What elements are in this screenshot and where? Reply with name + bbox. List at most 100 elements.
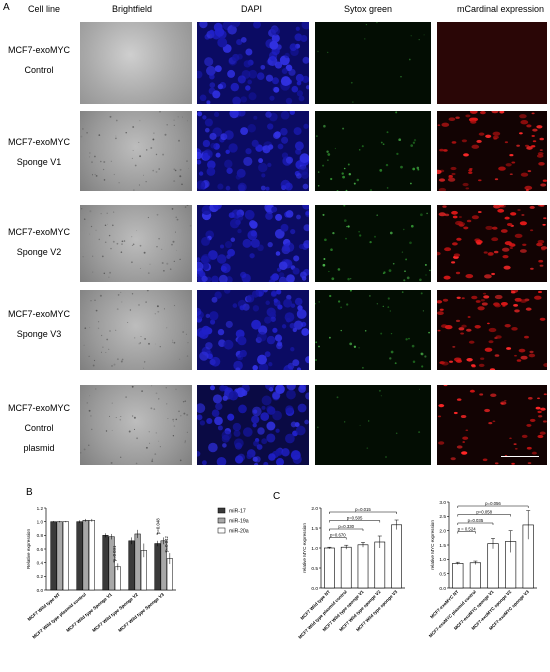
- texture-dot: [113, 363, 116, 366]
- texture-dot: [294, 141, 304, 151]
- texture-dot: [390, 332, 393, 335]
- texture-dot: [285, 210, 294, 218]
- texture-dot: [212, 394, 223, 404]
- texture-dot: [342, 127, 345, 130]
- texture-dot: [243, 60, 251, 68]
- texture-dot: [113, 211, 115, 213]
- texture-dot: [94, 173, 96, 175]
- texture-dot: [316, 135, 318, 137]
- texture-dot: [536, 242, 543, 247]
- texture-dot: [498, 166, 506, 171]
- texture-dot: [419, 278, 422, 282]
- texture-dot: [256, 72, 265, 80]
- texture-dot: [500, 229, 508, 233]
- texture-dot: [412, 360, 416, 364]
- texture-dot: [483, 251, 488, 254]
- texture-dot: [245, 48, 253, 56]
- texture-dot: [182, 116, 184, 118]
- texture-dot: [105, 430, 108, 432]
- texture-dot: [199, 351, 209, 361]
- texture-dot: [197, 261, 204, 272]
- texture-dot: [453, 411, 458, 415]
- texture-dot: [278, 272, 285, 278]
- texture-dot: [539, 431, 546, 435]
- texture-dot: [100, 213, 102, 215]
- texture-dot: [201, 236, 210, 246]
- texture-dot: [385, 163, 389, 167]
- bar: [88, 520, 95, 591]
- texture-dot: [450, 166, 457, 171]
- texture-dot: [143, 367, 144, 369]
- header-dapi: DAPI: [241, 4, 263, 14]
- texture-dot: [207, 160, 216, 169]
- texture-dot: [437, 169, 442, 175]
- texture-dot: [156, 213, 159, 216]
- texture-dot: [197, 151, 202, 160]
- texture-dot: [359, 424, 361, 426]
- texture-dot: [153, 408, 156, 410]
- texture-dot: [129, 309, 132, 311]
- texture-dot: [172, 339, 174, 341]
- mcardinal-control-image: [437, 22, 547, 104]
- texture-dot: [93, 364, 95, 367]
- texture-dot: [418, 38, 420, 41]
- texture-dot: [284, 242, 295, 253]
- texture-dot: [123, 240, 126, 242]
- texture-dot: [166, 262, 169, 265]
- texture-dot: [532, 128, 538, 132]
- texture-dot: [411, 344, 415, 348]
- texture-dot: [509, 153, 514, 157]
- texture-dot: [166, 327, 168, 329]
- texture-dot: [520, 120, 529, 125]
- x-tick-label: MCF7-exoMYC NT: [429, 589, 459, 619]
- texture-dot: [266, 405, 274, 413]
- texture-dot: [485, 225, 493, 230]
- texture-dot: [447, 177, 456, 182]
- texture-dot: [219, 385, 226, 392]
- texture-dot: [106, 212, 108, 214]
- texture-dot: [395, 111, 398, 114]
- texture-dot: [328, 270, 330, 273]
- texture-dot: [530, 229, 534, 232]
- texture-dot: [405, 338, 408, 341]
- texture-dot: [442, 205, 447, 208]
- dapi-control-image: [197, 22, 309, 104]
- texture: [80, 205, 192, 278]
- texture-dot: [131, 385, 134, 388]
- texture-dot: [526, 446, 532, 450]
- sytox-control-image: [315, 22, 431, 104]
- texture-dot: [212, 205, 222, 210]
- texture-dot: [514, 448, 518, 450]
- texture-dot: [271, 34, 280, 43]
- texture-dot: [297, 403, 307, 413]
- texture-dot: [439, 308, 444, 311]
- x-tick-label: MCF7 Wild type NT: [299, 589, 331, 621]
- texture-dot: [227, 413, 235, 421]
- texture-dot: [405, 258, 408, 261]
- y-axis-label: relative MYC expression: [302, 523, 307, 573]
- texture-dot: [156, 305, 159, 308]
- texture-dot: [331, 277, 335, 281]
- texture-dot: [301, 171, 309, 179]
- texture-dot: [173, 124, 175, 127]
- texture-dot: [115, 119, 118, 122]
- texture-dot: [252, 365, 258, 370]
- texture-dot: [292, 359, 300, 367]
- texture-dot: [340, 329, 342, 332]
- texture-dot: [159, 111, 161, 113]
- texture-dot: [247, 79, 253, 85]
- texture-dot: [179, 258, 181, 261]
- texture-dot: [209, 132, 217, 140]
- dapi-plasmid-image: [197, 385, 309, 465]
- texture-dot: [88, 444, 90, 446]
- texture-dot: [424, 355, 427, 358]
- texture-dot: [139, 342, 142, 344]
- texture-dot: [346, 225, 348, 228]
- texture-dot: [257, 427, 265, 435]
- texture-dot: [416, 166, 420, 170]
- texture-dot: [239, 305, 245, 311]
- texture-dot: [199, 22, 208, 29]
- texture-dot: [516, 144, 520, 147]
- texture: [80, 385, 189, 465]
- texture-dot: [204, 127, 210, 133]
